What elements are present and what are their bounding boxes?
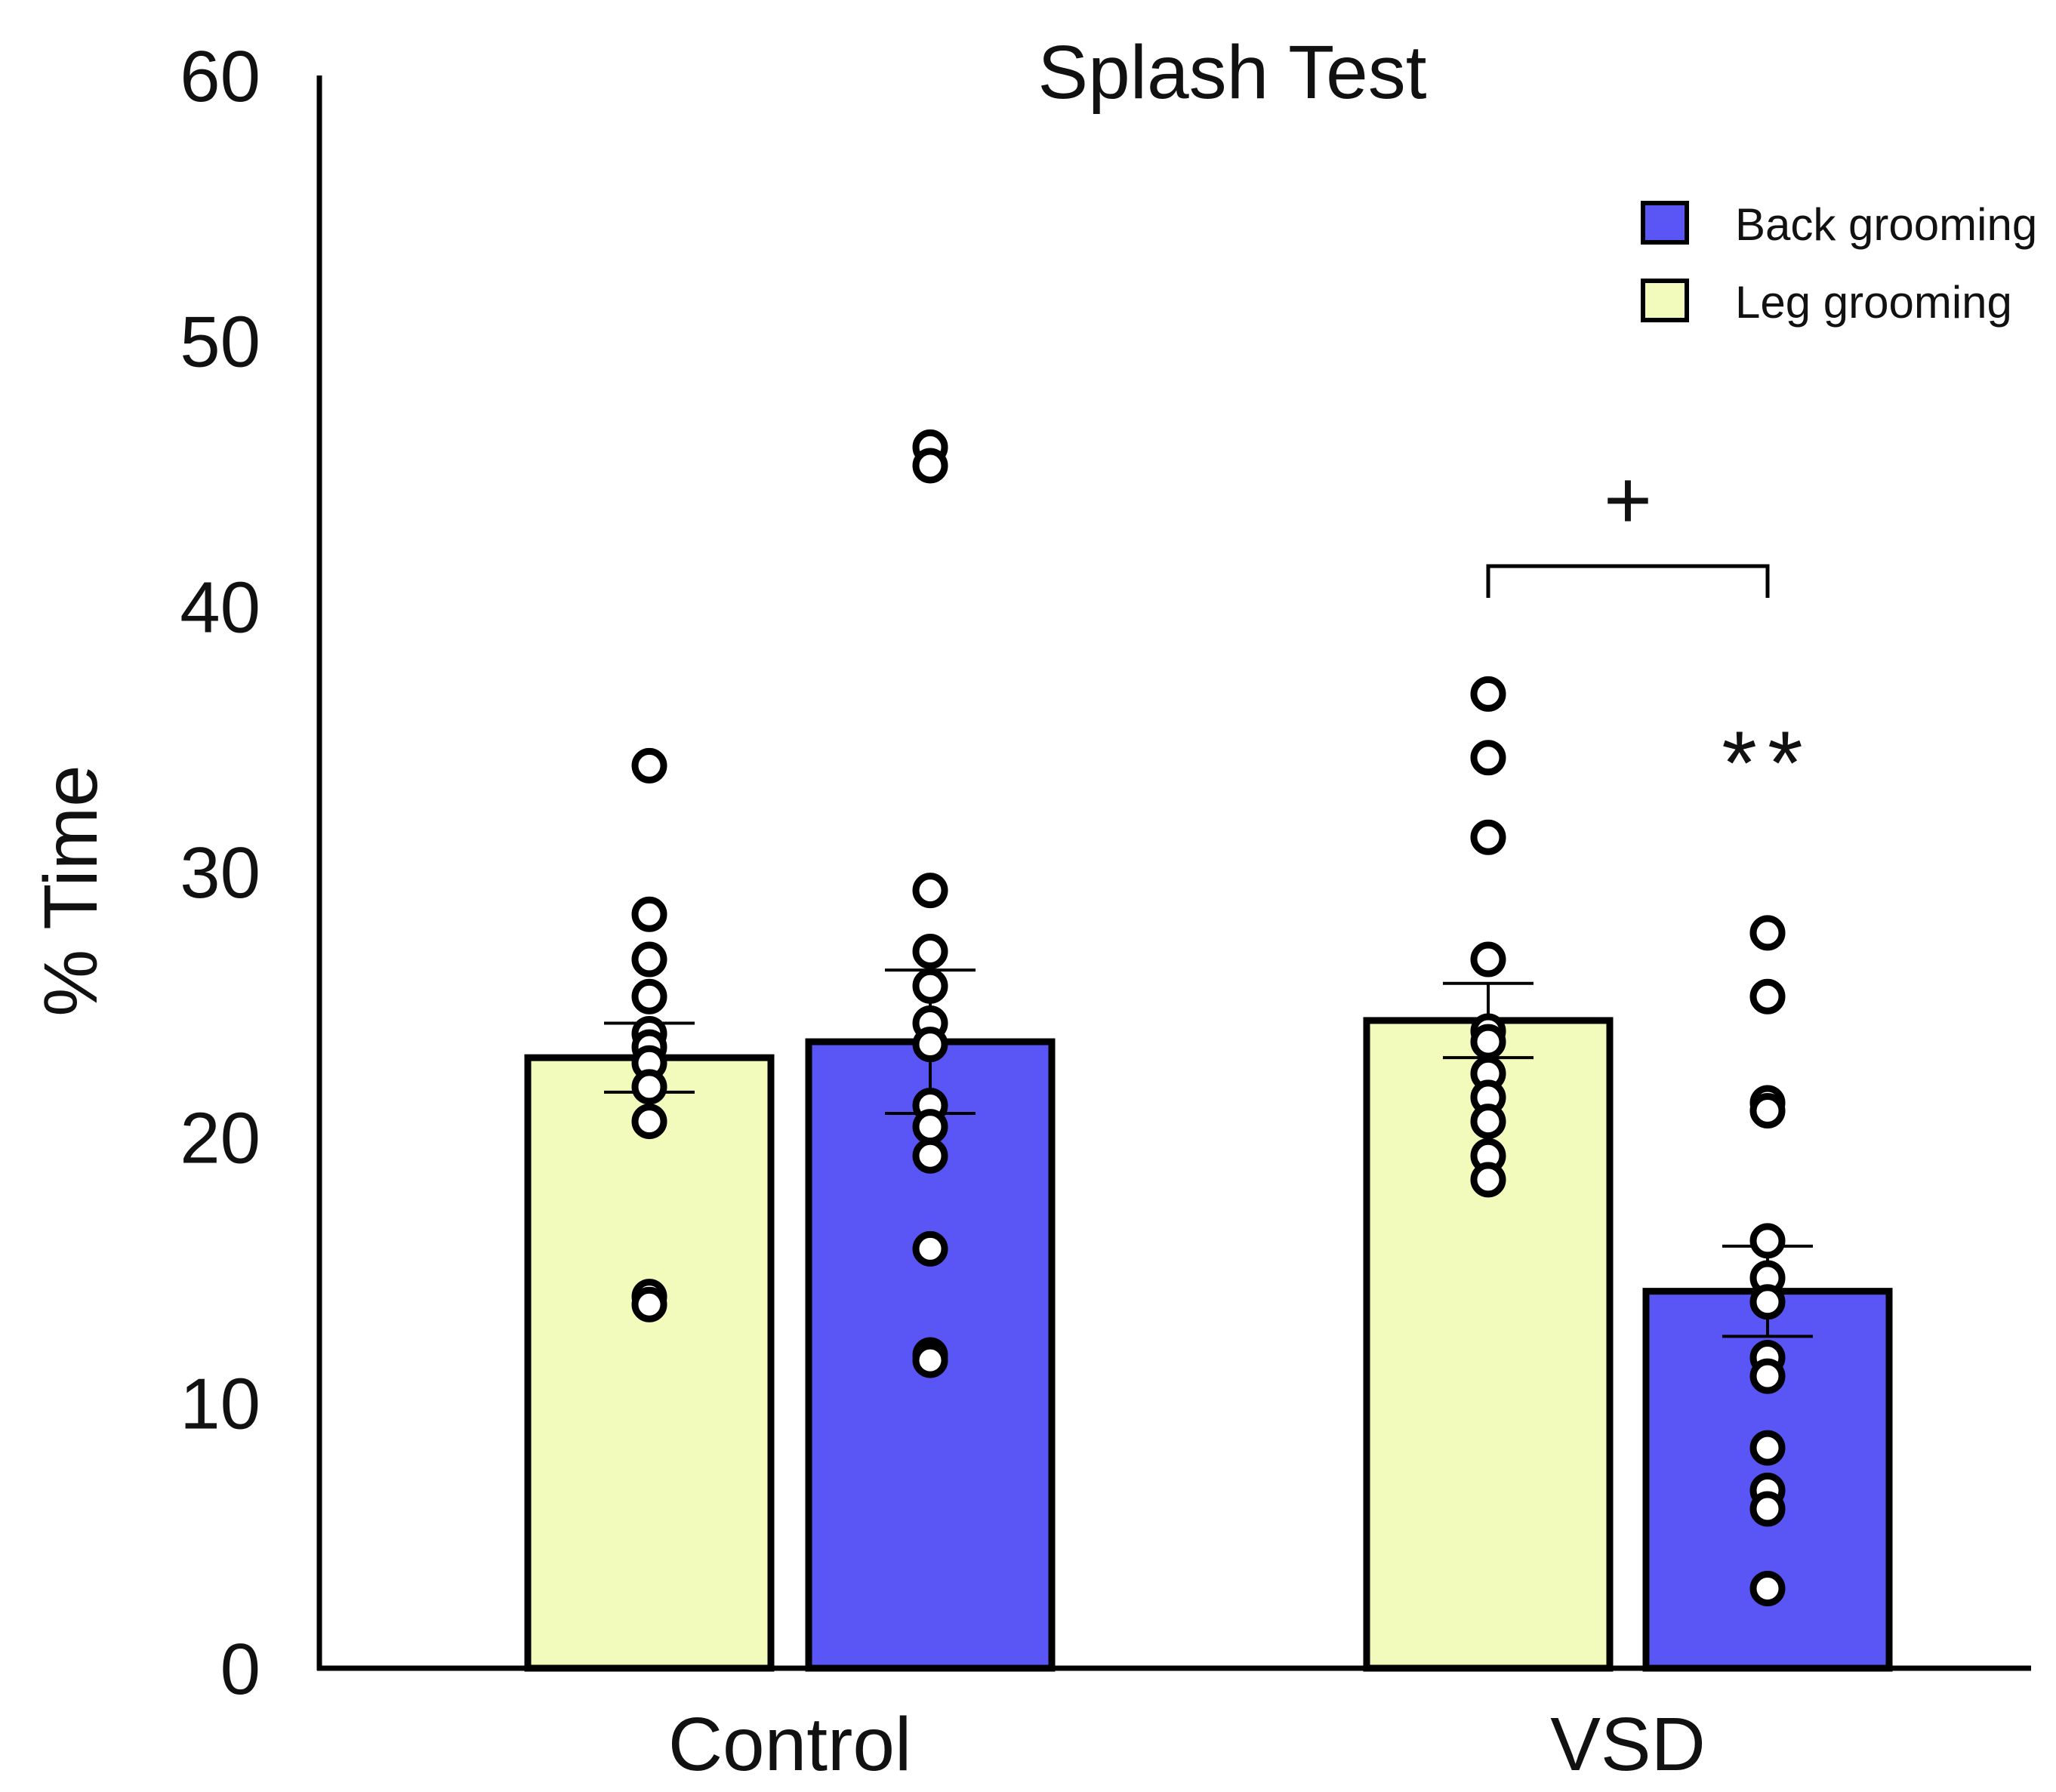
- y-tick-label: 20: [180, 1098, 260, 1179]
- y-tick-label: 30: [180, 833, 260, 913]
- data-point: [1470, 1104, 1506, 1140]
- x-category-labels: Control VSD: [668, 1702, 1706, 1787]
- legend-label: Leg grooming: [1735, 277, 2012, 328]
- y-tick-label: 0: [220, 1629, 260, 1710]
- data-point: [1470, 1024, 1506, 1060]
- data-point: [631, 941, 667, 978]
- legend-swatch: [1641, 279, 1689, 322]
- bars-layer: [524, 1017, 1893, 1672]
- data-point: [912, 448, 948, 484]
- data-point: [1470, 819, 1506, 855]
- data-points-layer: [631, 429, 1786, 1606]
- y-tick-labels: 0 10 20 30 40 50 60: [180, 36, 260, 1710]
- significance-annotations: + **: [1486, 454, 1813, 814]
- data-point: [1749, 1571, 1786, 1606]
- data-point: [631, 1286, 667, 1322]
- data-point: [631, 978, 667, 1015]
- bar: [524, 1054, 775, 1672]
- y-tick-label: 50: [180, 302, 260, 383]
- data-point: [1749, 978, 1786, 1015]
- y-tick-label: 10: [180, 1363, 260, 1444]
- y-axis-label: % Time: [29, 765, 113, 1016]
- data-point: [1749, 915, 1786, 951]
- data-point: [912, 873, 948, 909]
- error-bars-layer: [604, 968, 1813, 1338]
- x-category-label: VSD: [1550, 1702, 1706, 1787]
- data-point: [912, 1138, 948, 1174]
- chart-title: Splash Test: [1037, 30, 1426, 115]
- data-point: [1749, 1491, 1786, 1527]
- data-point: [1749, 1430, 1786, 1466]
- data-point: [631, 747, 667, 784]
- data-point: [1470, 676, 1506, 712]
- data-point: [631, 896, 667, 932]
- data-point: [1749, 1284, 1786, 1320]
- significance-marker-stars: **: [1722, 713, 1813, 814]
- data-point: [1470, 1162, 1506, 1198]
- data-point: [1749, 1358, 1786, 1394]
- data-point: [1470, 941, 1506, 978]
- data-point: [912, 1109, 948, 1145]
- data-point: [912, 968, 948, 1004]
- data-point: [912, 934, 948, 969]
- data-point: [631, 1104, 667, 1140]
- legend-label: Back grooming: [1735, 199, 2037, 250]
- data-point: [1470, 740, 1506, 776]
- y-tick-label: 40: [180, 567, 260, 648]
- data-point: [912, 1342, 948, 1378]
- data-point: [912, 1230, 948, 1267]
- significance-bracket: [1486, 564, 1770, 598]
- data-point: [912, 1027, 948, 1063]
- y-tick-label: 60: [180, 36, 260, 117]
- data-point: [631, 1069, 667, 1105]
- data-point: [1749, 1093, 1786, 1128]
- legend: Back grooming Leg grooming: [1641, 199, 2037, 328]
- x-category-label: Control: [668, 1702, 911, 1787]
- legend-swatch: [1641, 201, 1689, 245]
- significance-marker-plus: +: [1604, 454, 1652, 547]
- data-point: [1749, 1223, 1786, 1259]
